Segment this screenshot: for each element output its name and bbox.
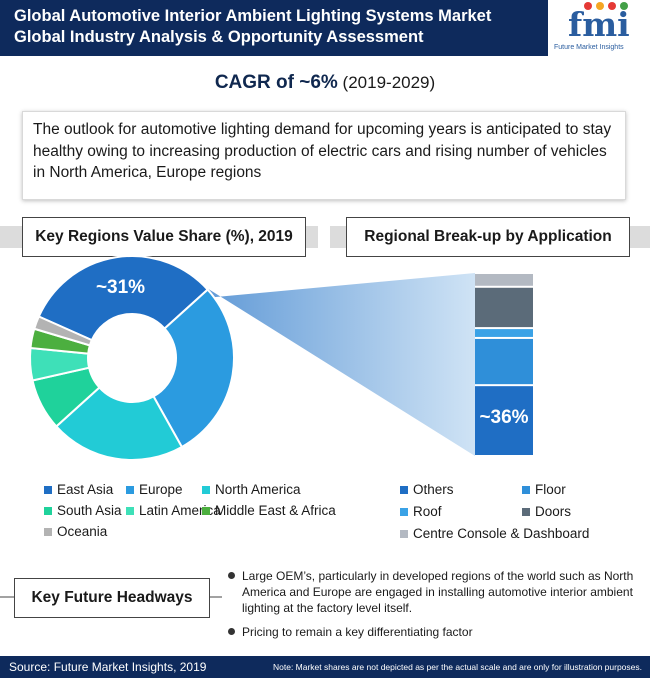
legend-swatch	[44, 528, 52, 536]
legend-swatch	[400, 530, 408, 538]
source-note: Source: Future Market Insights, 2019	[9, 660, 207, 674]
legend-label: Roof	[413, 504, 442, 519]
legend-label: East Asia	[57, 482, 114, 497]
legend-swatch	[126, 486, 134, 494]
bullet-dot-icon	[228, 628, 235, 635]
legend-swatch	[126, 507, 134, 515]
header-banner: Global Automotive Interior Ambient Light…	[0, 0, 650, 56]
legend-label: Oceania	[57, 524, 108, 539]
donut-slice-east-asia	[37, 255, 210, 342]
legend-label: Others	[413, 482, 454, 497]
outlook-text: The outlook for automotive lighting dema…	[33, 121, 612, 181]
headways-title: Key Future Headways	[14, 578, 210, 618]
headways-divider	[0, 596, 222, 598]
bullet-dot-icon	[228, 572, 235, 579]
logo-dot-red	[584, 2, 592, 10]
donut-slice-north-america	[54, 386, 184, 461]
logo-dot-orange	[596, 2, 604, 10]
outlook-box: The outlook for automotive lighting dema…	[22, 111, 626, 200]
legend-swatch	[44, 486, 52, 494]
legend-swatch	[202, 507, 210, 515]
legend-label: Doors	[535, 504, 572, 519]
legend-label: Middle East & Africa	[215, 503, 336, 518]
legend-swatch	[202, 486, 210, 494]
title-line-2: Global Industry Analysis & Opportunity A…	[14, 28, 424, 46]
donut-slice-europe	[152, 288, 235, 449]
cagr-heading: CAGR of ~6% (2019-2029)	[0, 72, 650, 94]
logo-dot-red-2	[608, 2, 616, 10]
logo-dot-green	[620, 2, 628, 10]
application-section-title: Regional Break-up by Application	[346, 217, 630, 257]
legend-label: Europe	[139, 482, 183, 497]
others-share-label: ~36%	[479, 407, 528, 428]
bar-segment-roof	[475, 329, 533, 337]
bar-segment-doors	[475, 287, 533, 328]
legend-swatch	[44, 507, 52, 515]
report-title: Global Automotive Interior Ambient Light…	[14, 6, 534, 48]
cagr-value: CAGR of ~6%	[214, 72, 338, 93]
legend-label: North America	[215, 482, 301, 497]
legend-label: Latin America	[139, 503, 221, 518]
logo-wordmark: fmi	[568, 5, 630, 44]
charts-canvas: ~31% ~36%	[29, 255, 533, 461]
legend-label: South Asia	[57, 503, 122, 518]
donut-slice-oceania	[33, 315, 94, 347]
regions-section-title: Key Regions Value Share (%), 2019	[22, 217, 306, 257]
bar-segment-others	[475, 386, 533, 455]
cagr-period: (2019-2029)	[342, 73, 436, 92]
headway-text: Pricing to remain a key differentiating …	[242, 625, 473, 639]
legend-swatch	[522, 508, 530, 516]
fmi-logo: fmi Future Market Insights	[548, 0, 650, 56]
legend-swatch	[522, 486, 530, 494]
legend-swatch	[400, 508, 408, 516]
bar-segment-floor	[475, 338, 533, 385]
headway-bullet: Pricing to remain a key differentiating …	[228, 624, 640, 640]
legend-label: Floor	[535, 482, 566, 497]
legend-swatch	[400, 486, 408, 494]
disclaimer-note: Note: Market shares are not depicted as …	[272, 662, 642, 672]
east-asia-share-label: ~31%	[96, 277, 145, 298]
bar-segment-centre-console-dashboard	[475, 274, 533, 286]
legend-label: Centre Console & Dashboard	[413, 526, 590, 541]
logo-tagline: Future Market Insights	[554, 44, 624, 51]
breakup-connector	[40, 273, 476, 456]
headways-list: Large OEM’s, particularly in developed r…	[228, 568, 640, 648]
footer-bar: Source: Future Market Insights, 2019 Not…	[0, 656, 650, 678]
headway-bullet: Large OEM’s, particularly in developed r…	[228, 568, 640, 616]
headway-text: Large OEM’s, particularly in developed r…	[242, 569, 634, 615]
title-line-1: Global Automotive Interior Ambient Light…	[14, 7, 492, 25]
